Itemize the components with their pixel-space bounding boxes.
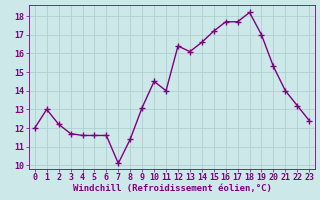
X-axis label: Windchill (Refroidissement éolien,°C): Windchill (Refroidissement éolien,°C) xyxy=(73,184,271,193)
